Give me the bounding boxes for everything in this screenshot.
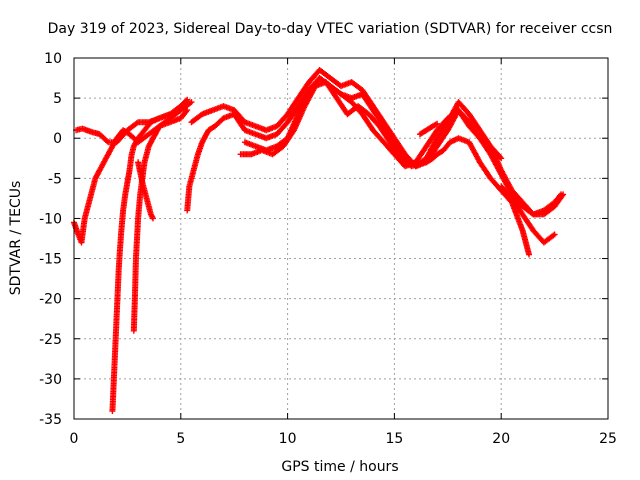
- y-tick-label: -20: [39, 292, 62, 308]
- data-point: [526, 251, 532, 258]
- series-track-5: [135, 159, 156, 222]
- data-point: [498, 155, 505, 162]
- data-point: [497, 154, 504, 161]
- grid: [74, 58, 608, 419]
- y-tick-label: -10: [39, 211, 62, 227]
- plot-area: [71, 67, 567, 414]
- series-track-12: [498, 183, 558, 246]
- series-track-10: [417, 120, 441, 138]
- series-track-9: [241, 75, 505, 170]
- data-point: [434, 120, 441, 127]
- y-tick-label: 0: [53, 131, 62, 147]
- data-point: [551, 231, 558, 238]
- y-tick-label: -25: [39, 332, 62, 348]
- x-tick-label: 25: [599, 431, 617, 447]
- data-point: [104, 138, 110, 145]
- data-point: [184, 96, 191, 103]
- series-track-7: [188, 67, 567, 218]
- x-tick-label: 15: [385, 431, 403, 447]
- series-track-4: [130, 99, 195, 334]
- x-tick-label: 10: [279, 431, 297, 447]
- y-tick-label: 10: [44, 51, 62, 67]
- data-point: [150, 215, 156, 222]
- y-tick-label: -35: [39, 412, 62, 428]
- y-tick-labels: 10 5 0 -5 -10 -15 -20 -25 -30 -35: [39, 51, 62, 428]
- chart-title: Day 319 of 2023, Sidereal Day-to-day VTE…: [48, 21, 613, 37]
- y-tick-label: -30: [39, 372, 62, 388]
- series-track-3: [109, 107, 184, 414]
- y-tick-label: -15: [39, 252, 62, 268]
- axis-ticks: [73, 57, 609, 420]
- x-tick-label: 5: [176, 431, 185, 447]
- x-tick-labels: 0 5 10 15 20 25: [70, 431, 617, 447]
- data-point: [183, 97, 190, 104]
- plot-frame: [73, 57, 609, 420]
- data-point: [560, 191, 567, 198]
- x-tick-label: 20: [492, 431, 510, 447]
- x-tick-label: 0: [70, 431, 79, 447]
- data-point: [188, 99, 195, 106]
- series-track-8: [237, 79, 426, 170]
- y-tick-label: 5: [53, 91, 62, 107]
- y-tick-label: -5: [48, 171, 62, 187]
- x-axis-label: GPS time / hours: [281, 459, 398, 475]
- series-track-2: [71, 107, 191, 246]
- series-track-11: [423, 135, 532, 258]
- y-axis-label: SDTVAR / TECUs: [8, 181, 24, 296]
